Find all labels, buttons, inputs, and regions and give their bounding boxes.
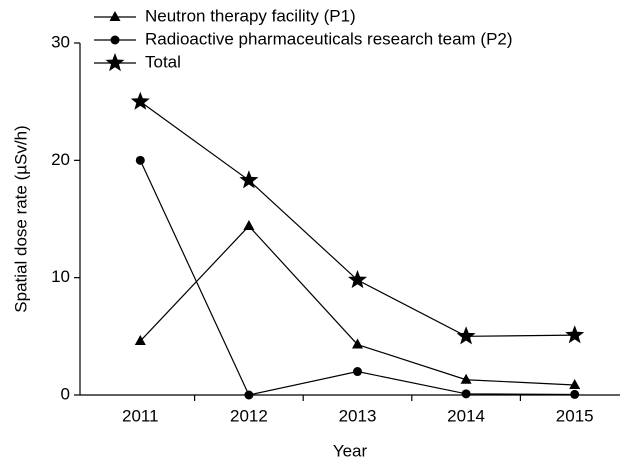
x-tick-label: 2011: [122, 406, 159, 425]
y-tick-label: 0: [61, 384, 70, 403]
y-axis-label: Spatial dose rate (µSv/h): [11, 125, 30, 312]
marker: [243, 220, 255, 231]
legend-label: Total: [145, 52, 181, 71]
marker: [348, 270, 367, 289]
marker: [109, 11, 121, 21]
y-tick-label: 30: [51, 32, 70, 51]
series-line: [139, 225, 575, 386]
marker: [239, 170, 259, 189]
x-tick-label: 2014: [447, 406, 485, 425]
marker: [569, 379, 581, 390]
marker: [352, 338, 363, 349]
marker: [135, 155, 145, 165]
y-tick-label: 20: [51, 150, 70, 169]
marker: [130, 91, 150, 110]
legend-label: Radioactive pharmaceuticals research tea…: [145, 29, 513, 48]
legend-label: Neutron therapy facility (P1): [145, 6, 356, 25]
marker: [105, 53, 125, 72]
y-tick-label: 10: [51, 267, 70, 286]
marker: [456, 326, 476, 345]
marker: [134, 335, 146, 346]
marker: [565, 325, 585, 344]
marker: [110, 35, 120, 45]
marker: [460, 373, 472, 384]
marker: [353, 367, 362, 377]
x-tick-label: 2013: [339, 406, 377, 425]
marker: [461, 389, 471, 399]
x-tick-label: 2015: [556, 406, 594, 425]
x-axis-label: Year: [333, 441, 368, 460]
marker: [570, 389, 580, 399]
x-tick-label: 2012: [230, 406, 268, 425]
marker: [244, 390, 254, 400]
